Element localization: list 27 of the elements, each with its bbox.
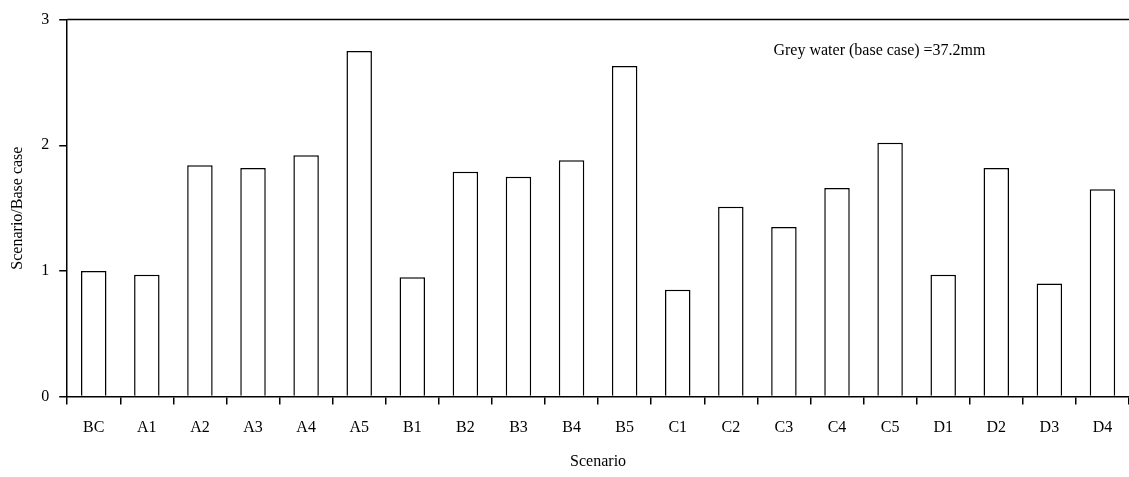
x-tick-label: D2 [986,418,1007,436]
x-tick-label: C5 [880,418,900,436]
y-tick-label: 1 [41,261,50,279]
y-axis-title: Scenario/Base case [7,146,25,270]
x-tick-label: B5 [615,418,634,436]
x-tick-label: B1 [402,418,422,436]
x-tick-label: B3 [509,418,528,436]
x-tick-label: A3 [243,418,263,436]
x-tick-label: B2 [456,418,475,436]
x-tick-label: C1 [668,418,688,436]
annotation: Grey water (base case) =37.2mm [773,40,987,59]
x-tick-label: D1 [933,418,953,436]
y-tick-label: 3 [41,9,50,27]
y-tick-label: 2 [41,135,50,153]
x-tick-label: C4 [827,418,847,436]
x-tick-label: B4 [562,418,581,436]
x-tick-label: D4 [1092,418,1113,436]
x-tick-label: A5 [349,418,369,436]
x-tick-label: BC [83,418,105,436]
y-tick-label: 0 [41,386,50,404]
x-tick-label: A2 [190,418,210,436]
x-axis-title: Scenario [570,451,627,469]
x-tick-label: C2 [721,418,741,436]
x-tick-label: C3 [774,418,794,436]
x-tick-label: A4 [296,418,316,436]
x-tick-label: A1 [137,418,157,436]
x-tick-label: D3 [1039,418,1060,436]
